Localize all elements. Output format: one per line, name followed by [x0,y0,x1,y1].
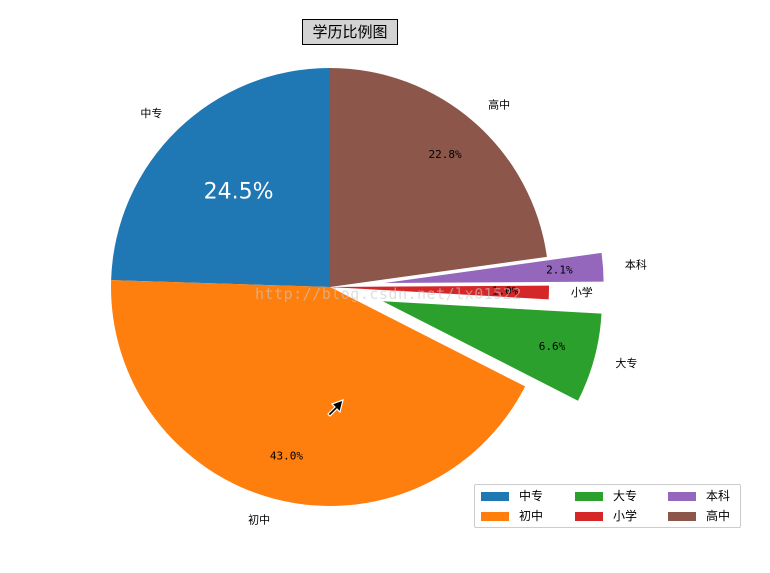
watermark-url: http://blog.csdn.net/lx01522 [255,285,522,303]
legend: 中专 初中 大专 小学 本科 高中 [474,484,741,528]
slice-label-dazhuan: 大专 [615,356,637,370]
slice-label-chuzhong: 初中 [248,512,270,526]
percent-label-dazhuan: 6.6% [539,340,566,353]
pie-slice-gaozhong [330,68,547,287]
legend-label: 大专 [613,489,638,503]
legend-label: 本科 [706,489,731,503]
legend-swatch [575,492,603,501]
slice-label-xiaoxue: 小学 [571,285,593,299]
slice-label-benke: 本科 [625,258,647,272]
legend-label: 高中 [706,509,731,523]
legend-label: 中专 [519,489,544,503]
mouse-pointer-icon [327,399,344,417]
percent-label-benke: 2.1% [546,263,573,276]
legend-swatch [481,512,509,521]
legend-label: 初中 [519,509,544,523]
pie-slice-xiaoxue [330,285,549,300]
pie-slice-benke [384,252,604,284]
percent-label-xiaoxue: 1.0% [492,284,519,297]
slice-label-gaozhong: 高中 [488,97,510,111]
legend-swatch [668,512,696,521]
pie-slice-chuzhong [110,280,526,506]
pie-slice-zhongzhuan [111,68,330,287]
legend-swatch [481,492,509,501]
percent-label-zhongzhuan: 24.5% [204,180,274,205]
legend-label: 小学 [613,509,638,523]
slice-label-zhongzhuan: 中专 [140,106,162,120]
pie-slice-dazhuan [382,301,602,401]
legend-swatch [668,492,696,501]
chart-title: 学历比例图 [302,19,398,45]
percent-label-chuzhong: 43.0% [270,450,303,463]
percent-label-gaozhong: 22.8% [428,148,461,161]
legend-swatch [575,512,603,521]
